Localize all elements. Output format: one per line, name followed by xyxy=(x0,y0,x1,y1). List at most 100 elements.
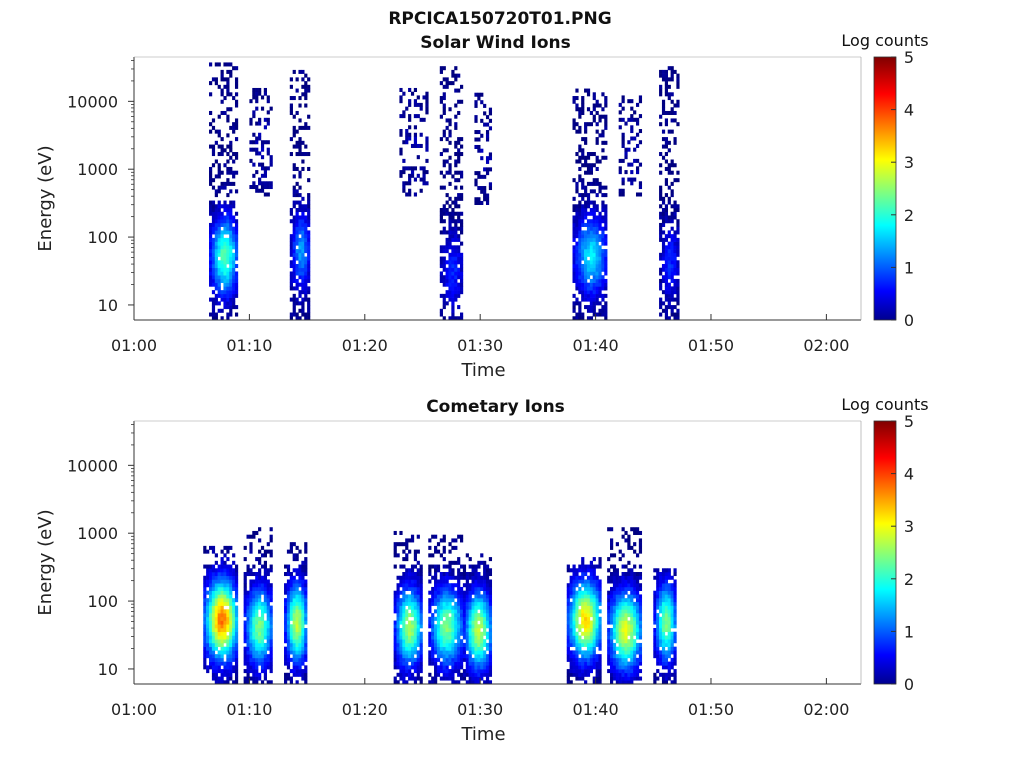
heatmap-cell xyxy=(578,222,582,227)
heatmap-cell xyxy=(592,676,596,681)
heatmap-cell xyxy=(604,125,608,130)
heatmap-cell xyxy=(581,99,585,104)
heatmap-cell xyxy=(659,620,663,625)
heatmap-cell xyxy=(480,174,484,179)
heatmap-cell xyxy=(578,230,582,235)
heatmap-cell xyxy=(217,613,221,618)
heatmap-cell xyxy=(252,534,256,539)
heatmap-cell xyxy=(615,624,619,629)
heatmap-cell xyxy=(664,256,669,261)
heatmap-cell xyxy=(607,661,611,666)
heatmap-cell xyxy=(474,601,478,606)
heatmap-cell xyxy=(653,609,657,614)
heatmap-cell xyxy=(396,635,400,640)
heatmap-cell xyxy=(419,650,423,655)
heatmap-cell xyxy=(578,590,582,595)
heatmap-cell xyxy=(601,282,605,287)
heatmap-cell xyxy=(474,624,478,629)
heatmap-cell xyxy=(301,92,305,97)
heatmap-cell xyxy=(442,230,446,235)
heatmap-cell xyxy=(488,669,493,674)
heatmap-cell xyxy=(488,628,493,633)
heatmap-cell xyxy=(566,564,570,569)
heatmap-cell xyxy=(214,628,218,633)
heatmap-cell xyxy=(301,252,305,257)
heatmap-cell xyxy=(292,166,296,171)
heatmap-cell xyxy=(232,665,236,670)
heatmap-cell xyxy=(457,316,461,321)
heatmap-cell xyxy=(442,590,446,595)
heatmap-cell xyxy=(260,564,265,569)
heatmap-cell xyxy=(477,186,481,191)
heatmap-cell xyxy=(234,293,239,298)
heatmap-cell xyxy=(612,568,617,573)
heatmap-cell xyxy=(661,680,666,685)
heatmap-cell xyxy=(635,117,640,122)
heatmap-cell xyxy=(667,286,671,291)
heatmap-cell xyxy=(232,204,236,209)
heatmap-cell xyxy=(289,545,293,550)
heatmap-cell xyxy=(566,672,570,677)
heatmap-cell xyxy=(301,237,305,242)
heatmap-cell xyxy=(595,676,599,681)
heatmap-cell xyxy=(428,616,432,621)
heatmap-cell xyxy=(572,264,576,269)
heatmap-cell xyxy=(434,549,438,554)
heatmap-cell xyxy=(621,680,625,685)
heatmap-cell xyxy=(258,568,262,573)
heatmap-cell xyxy=(223,267,227,272)
heatmap-cell xyxy=(584,286,588,291)
heatmap-cell xyxy=(249,616,253,621)
heatmap-cell xyxy=(598,286,602,291)
heatmap-cell xyxy=(298,237,302,242)
heatmap-cell xyxy=(670,278,674,283)
heatmap-cell xyxy=(589,308,593,313)
heatmap-cell xyxy=(664,260,669,265)
heatmap-cell xyxy=(630,635,634,640)
heatmap-cell xyxy=(206,646,210,651)
heatmap-cell xyxy=(630,170,634,175)
heatmap-cell xyxy=(232,601,236,606)
heatmap-cell xyxy=(451,208,455,213)
heatmap-cell xyxy=(304,226,308,231)
heatmap-cell xyxy=(462,642,467,647)
heatmap-cell xyxy=(460,84,464,89)
heatmap-cell xyxy=(575,275,579,280)
heatmap-cell xyxy=(292,275,296,280)
heatmap-cell xyxy=(252,530,256,535)
heatmap-cell xyxy=(621,616,625,621)
heatmap-cell xyxy=(408,188,412,193)
heatmap-cell xyxy=(638,185,643,190)
heatmap-cell xyxy=(298,125,302,130)
heatmap-cell xyxy=(258,162,262,167)
heatmap-cell xyxy=(581,601,585,606)
heatmap-cell xyxy=(393,564,397,569)
heatmap-cell xyxy=(214,222,218,227)
heatmap-cell xyxy=(292,646,296,651)
heatmap-cell xyxy=(673,672,677,677)
heatmap-cell xyxy=(638,542,643,547)
heatmap-cell xyxy=(659,286,663,291)
heatmap-cell xyxy=(572,605,576,610)
heatmap-cell xyxy=(480,92,484,97)
heatmap-cell xyxy=(211,305,216,310)
heatmap-cell xyxy=(457,594,461,599)
heatmap-cell xyxy=(234,631,239,636)
heatmap-cell xyxy=(572,275,576,280)
heatmap-cell xyxy=(214,631,218,636)
heatmap-cell xyxy=(457,252,461,257)
heatmap-cell xyxy=(485,167,490,172)
heatmap-cell xyxy=(572,118,576,123)
heatmap-cell xyxy=(586,290,591,295)
heatmap-cell xyxy=(483,579,487,584)
heatmap-cell xyxy=(621,590,625,595)
heatmap-cell xyxy=(220,586,224,591)
heatmap-cell xyxy=(286,639,291,644)
heatmap-cell xyxy=(419,601,423,606)
heatmap-cell xyxy=(223,293,227,298)
heatmap-cell xyxy=(232,572,236,577)
heatmap-cell xyxy=(307,297,311,302)
heatmap-cell xyxy=(584,665,588,670)
heatmap-cell xyxy=(410,170,415,175)
heatmap-cell xyxy=(229,219,233,224)
